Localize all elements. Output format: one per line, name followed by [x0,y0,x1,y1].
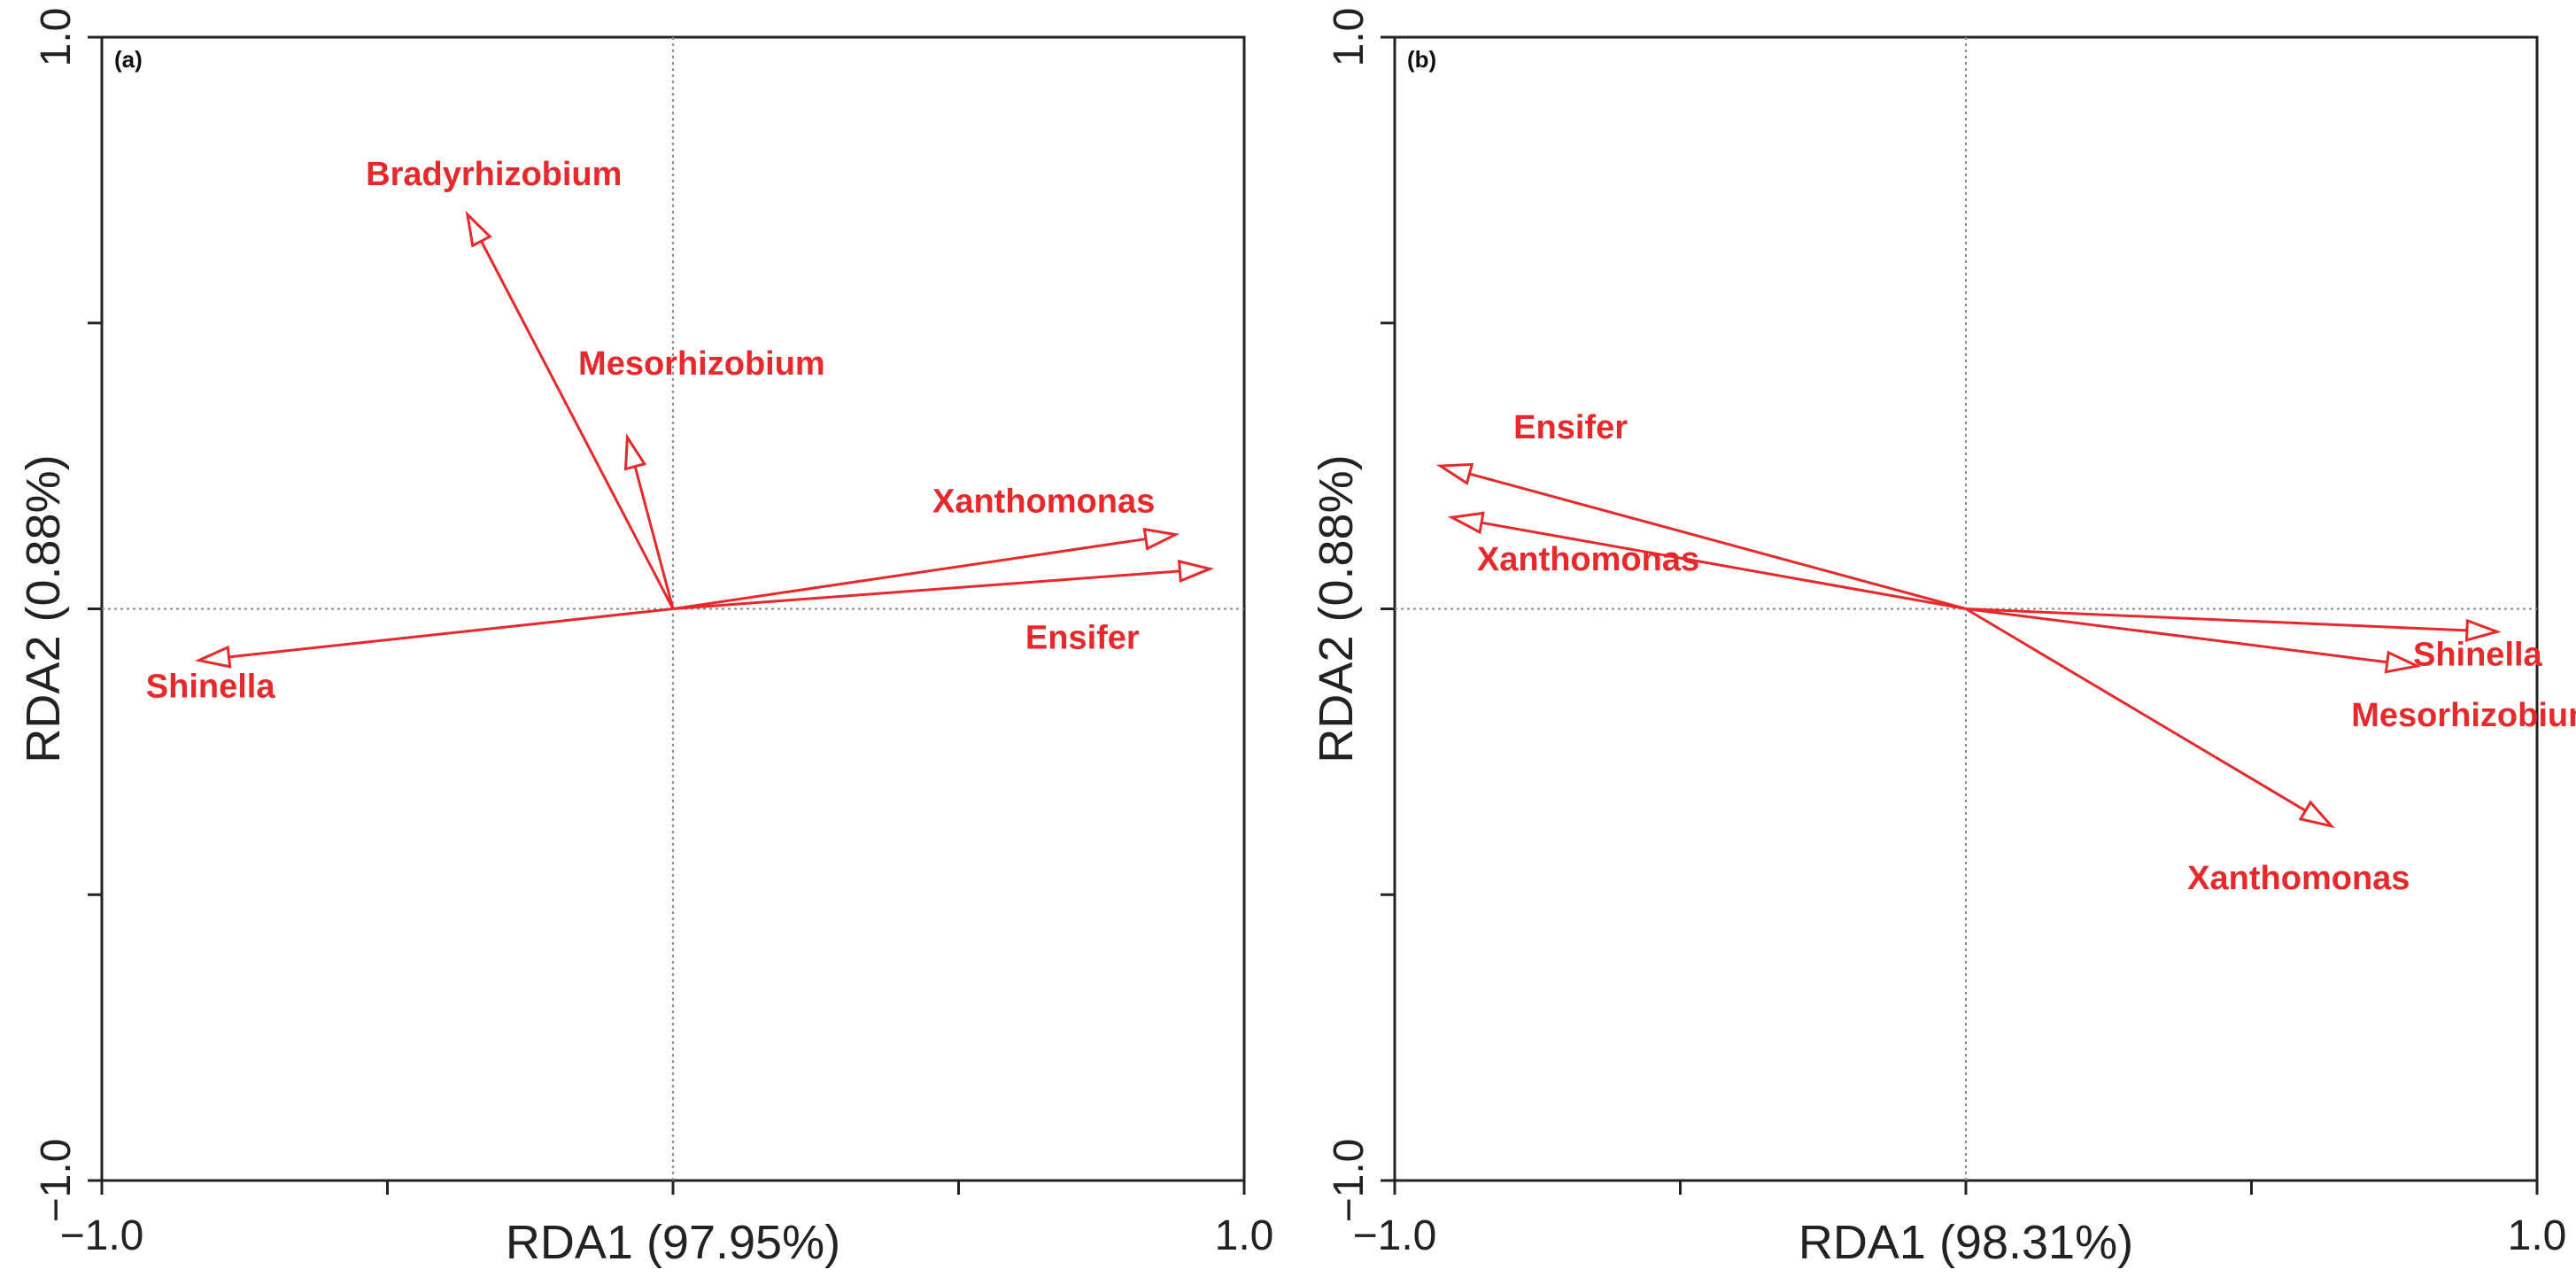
panel-b-vector-arrowhead-mesorhizobium [2384,650,2422,674]
panel-b-vector-xanthomonas [1965,608,2307,812]
panel-a-vector-mesorhizobium [633,466,675,609]
panel-a-vector-arrowhead-ensifer [1177,559,1215,583]
panel-a-vector-arrowhead-mesorhizobium [623,433,647,471]
panel-a-vector-label-mesorhizobium: Mesorhizobium [578,345,825,383]
panel-a-panel-label: (a) [114,46,143,73]
panel-a-vector-arrowhead-shinella [194,645,232,669]
panel-b-panel-label: (b) [1407,46,1436,73]
panel-a-vector-arrowhead-xanthomonas [1142,527,1180,551]
panel-a-x-axis-title: RDA1 (97.95%) [506,1216,840,1269]
panel-b-x-tick-label-min: −1.0 [1353,1212,1437,1259]
panel-b-vector-label-mesorhizobium: Mesorhizobium [2351,697,2576,734]
panel-b-vector-arrowhead-xanthomonas [2298,800,2335,829]
panel-a-vector-label-bradyrhizobium: Bradyrhizobium [366,156,622,193]
panel-a-vector-bradyrhizobium [480,240,675,610]
panel-a-vector-label-shinella: Shinella [146,669,276,706]
panel-a-vector-label-xanthomonas: Xanthomonas [932,484,1155,521]
panel-b-y-tick-label-max: 1.0 [1326,8,1373,67]
panel-b-vector-arrowhead-shinella [2464,618,2502,642]
panel-b-vector-label-xanthomonas: Xanthomonas [2187,860,2410,897]
panel-a-y-axis-title: RDA2 (0.88%) [17,454,70,762]
panel-b-x-tick-label-max: 1.0 [2508,1212,2567,1259]
panel-b-vector-arrowhead-ensifer [1435,462,1474,486]
panel-b-y-tick-label-min: −1.0 [1326,1139,1373,1223]
panel-b-vector-shinella [1965,608,2467,632]
panel-b-vector-arrowhead-xanthomonas [1447,511,1485,535]
panel-b-vector-mesorhizobium [1965,608,2388,664]
panel-a-x-tick-label-min: −1.0 [60,1212,144,1259]
panel-a-y-tick-label-max: 1.0 [33,8,80,67]
panel-a-vector-shinella [228,608,674,659]
panel-b-x-axis-title: RDA1 (98.31%) [1799,1216,2133,1269]
panel-b-vector-xanthomonas [1481,521,1967,610]
panel-b-vector-label-shinella: Shinella [2413,636,2543,673]
panel-a-vector-arrowhead-bradyrhizobium [465,210,492,248]
panel-a-vector-xanthomonas [672,538,1147,610]
panel-a-vector-label-ensifer: Ensifer [1025,619,1140,656]
panel-a-y-tick-label-min: −1.0 [33,1139,80,1223]
panel-b-vector-ensifer [1469,472,1967,610]
panel-b-y-axis-title: RDA2 (0.88%) [1310,454,1363,762]
panel-a-vector-ensifer [672,569,1180,610]
panel-a-x-tick-label-max: 1.0 [1215,1212,1274,1259]
panel-b-vector-label-ensifer: Ensifer [1513,409,1628,446]
panel-b-vector-label-xanthomonas: Xanthomonas [1477,541,1699,578]
